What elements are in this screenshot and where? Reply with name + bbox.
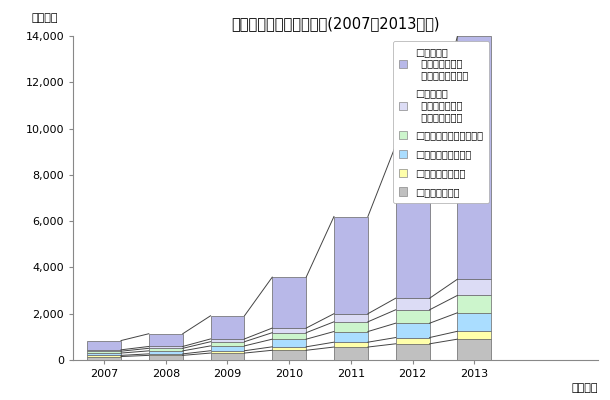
Bar (87, 351, 121, 353)
Bar (210, 351, 245, 353)
Bar (210, 346, 245, 351)
Bar (210, 339, 245, 342)
Bar (458, 279, 491, 296)
Bar (334, 216, 368, 314)
Bar (458, 36, 491, 279)
Bar (458, 331, 491, 339)
Bar (87, 356, 121, 360)
Bar (149, 351, 183, 354)
Bar (272, 347, 306, 350)
Bar (458, 313, 491, 331)
Bar (87, 350, 121, 351)
Bar (87, 355, 121, 356)
Bar (334, 347, 368, 360)
Bar (396, 298, 429, 310)
Title: 法人ソリューション市場(2007〓2013年度): 法人ソリューション市場(2007〓2013年度) (231, 16, 440, 31)
Bar (272, 277, 306, 328)
Text: （年度）: （年度） (572, 383, 598, 393)
Bar (334, 322, 368, 332)
Bar (334, 342, 368, 347)
Bar (272, 339, 306, 347)
Bar (396, 344, 429, 360)
Bar (334, 314, 368, 322)
Bar (210, 342, 245, 346)
Bar (149, 334, 183, 346)
Legend: □法人独自
  ソリューション
  端末・システム型, □法人独自
  ソリューション
  サービス利用型, □メールソリューション, □セキュリティ対策, □: □法人独自 ソリューション 端末・システム型, □法人独自 ソリューション サー… (393, 41, 489, 203)
Bar (396, 323, 429, 338)
Bar (149, 354, 183, 355)
Bar (458, 296, 491, 313)
Bar (149, 346, 183, 348)
Bar (396, 146, 429, 298)
Bar (272, 328, 306, 333)
Bar (87, 353, 121, 355)
Bar (210, 353, 245, 360)
Bar (272, 350, 306, 360)
Bar (396, 338, 429, 344)
Bar (396, 310, 429, 323)
Bar (458, 339, 491, 360)
Text: （億円）: （億円） (31, 13, 58, 23)
Bar (87, 340, 121, 350)
Bar (149, 355, 183, 360)
Bar (149, 348, 183, 351)
Bar (334, 332, 368, 342)
Bar (210, 316, 245, 339)
Bar (272, 333, 306, 339)
